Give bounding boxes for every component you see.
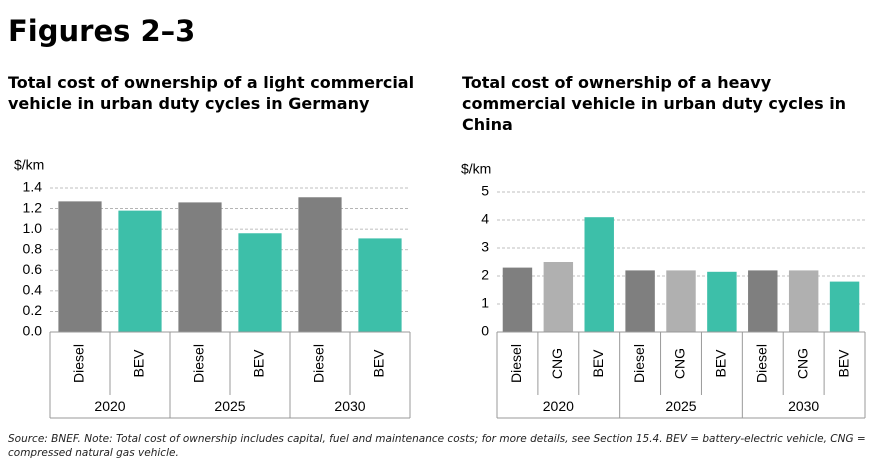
group-label: 2025	[665, 398, 696, 414]
bar	[584, 217, 614, 332]
chart-title: Total cost of ownership of a heavy comme…	[462, 73, 847, 134]
x-tick-label: Diesel	[71, 344, 87, 383]
y-tick-label: 4	[481, 211, 489, 227]
group-label: 2020	[543, 398, 574, 414]
bar	[358, 238, 402, 332]
x-tick-label: BEV	[251, 349, 267, 378]
x-tick-label: Diesel	[508, 344, 524, 383]
y-tick-label: 0	[481, 323, 489, 339]
y-tick-label: 3	[481, 239, 489, 255]
bar	[58, 201, 102, 332]
bar	[178, 202, 222, 332]
y-tick-label: 1	[481, 295, 489, 311]
x-tick-label: Diesel	[191, 344, 207, 383]
x-tick-label: BEV	[835, 349, 851, 378]
chart-title: Total cost of ownership of a light comme…	[8, 73, 415, 113]
bar	[118, 210, 162, 332]
y-tick-label: 0.4	[23, 282, 43, 298]
group-label: 2030	[788, 398, 819, 414]
y-tick-label: 0.0	[23, 323, 43, 339]
x-tick-label: BEV	[590, 349, 606, 378]
x-tick-label: Diesel	[631, 344, 647, 383]
group-label: 2020	[94, 398, 125, 414]
y-tick-label: 1.0	[23, 220, 43, 236]
bar	[502, 267, 533, 332]
group-label: 2025	[214, 398, 245, 414]
y-tick-label: 5	[481, 183, 489, 199]
bar	[788, 270, 819, 332]
source-note: Source: BNEF. Note: Total cost of owners…	[8, 433, 866, 459]
bar	[748, 270, 778, 332]
bar	[625, 270, 655, 332]
y-axis-label: $/km	[461, 161, 491, 177]
bar	[829, 281, 860, 332]
y-tick-label: 2	[481, 267, 489, 283]
x-tick-label: Diesel	[753, 344, 769, 383]
x-tick-label: CNG	[794, 348, 810, 379]
bar	[666, 270, 696, 332]
x-tick-label: Diesel	[311, 344, 327, 383]
bar	[238, 233, 282, 332]
y-tick-label: 0.8	[23, 240, 43, 256]
y-tick-label: 1.4	[23, 179, 43, 195]
bar	[543, 262, 574, 332]
y-tick-label: 0.2	[23, 302, 43, 318]
y-tick-label: 0.6	[23, 261, 43, 277]
y-tick-label: 1.2	[23, 199, 43, 215]
group-label: 2030	[334, 398, 365, 414]
bar	[707, 271, 737, 332]
x-tick-label: CNG	[672, 348, 688, 379]
bar	[298, 197, 342, 332]
y-axis-label: $/km	[14, 157, 44, 173]
x-tick-label: BEV	[371, 349, 387, 378]
x-tick-label: BEV	[713, 349, 729, 378]
page-heading: Figures 2–3	[8, 14, 196, 48]
x-tick-label: CNG	[549, 348, 565, 379]
x-tick-label: BEV	[131, 349, 147, 378]
